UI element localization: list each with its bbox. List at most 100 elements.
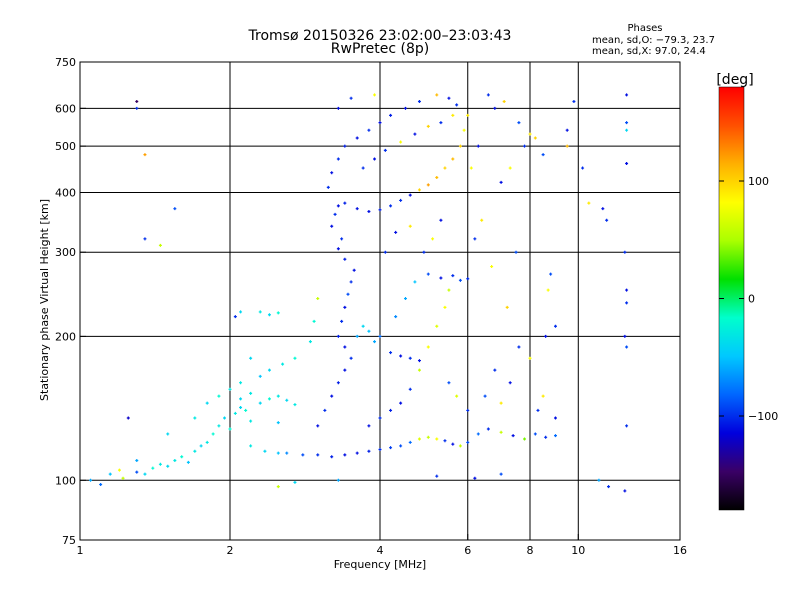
data-point xyxy=(239,405,243,409)
data-point xyxy=(565,128,569,132)
data-point xyxy=(361,166,365,170)
data-point xyxy=(211,432,215,436)
data-point xyxy=(336,247,340,251)
data-point xyxy=(343,257,347,261)
data-point xyxy=(394,315,398,319)
data-point xyxy=(533,432,537,436)
y-tick-label: 75 xyxy=(62,534,76,547)
y-tick-label: 300 xyxy=(55,246,76,259)
data-point xyxy=(451,274,455,278)
data-point xyxy=(403,106,407,110)
data-point xyxy=(233,315,237,319)
data-point xyxy=(233,411,237,415)
data-point xyxy=(533,136,537,140)
data-point xyxy=(276,311,280,315)
data-point xyxy=(316,424,320,428)
data-point xyxy=(249,444,253,448)
data-point xyxy=(343,144,347,148)
data-point xyxy=(217,424,221,428)
data-point xyxy=(417,188,421,192)
data-point xyxy=(447,288,451,292)
x-tick-label: 16 xyxy=(673,544,687,557)
data-point xyxy=(143,153,147,157)
data-point xyxy=(426,183,430,187)
data-point xyxy=(625,128,629,132)
data-point xyxy=(330,394,334,398)
data-point xyxy=(193,449,197,453)
data-point xyxy=(258,401,262,405)
data-point xyxy=(158,243,162,247)
data-point xyxy=(267,397,271,401)
data-point xyxy=(166,432,170,436)
colorbar-tick-label: 100 xyxy=(748,175,769,188)
data-point xyxy=(89,478,93,482)
data-point xyxy=(476,144,480,148)
data-point xyxy=(426,272,430,276)
data-point xyxy=(135,470,139,474)
data-point xyxy=(508,166,512,170)
data-point xyxy=(435,474,439,478)
data-point xyxy=(352,268,356,272)
data-point xyxy=(505,305,509,309)
data-point xyxy=(301,453,305,457)
data-point xyxy=(625,345,629,349)
data-point xyxy=(158,462,162,466)
data-point xyxy=(486,93,490,97)
data-point xyxy=(349,280,353,284)
y-tick-label: 500 xyxy=(55,140,76,153)
data-point xyxy=(408,387,412,391)
data-point xyxy=(443,305,447,309)
data-point xyxy=(601,207,605,211)
colorbar-label: [deg] xyxy=(716,72,753,88)
data-point xyxy=(541,394,545,398)
data-point xyxy=(399,401,403,405)
stats-heading: Phases xyxy=(627,23,662,34)
data-point xyxy=(316,297,320,301)
data-point xyxy=(623,250,627,254)
data-point xyxy=(435,175,439,179)
data-point xyxy=(502,100,506,104)
x-tick-label: 4 xyxy=(377,544,384,557)
data-point xyxy=(285,398,289,402)
data-point xyxy=(458,144,462,148)
data-point xyxy=(514,250,518,254)
y-tick-label: 400 xyxy=(55,186,76,199)
data-point xyxy=(523,144,527,148)
data-point xyxy=(121,476,125,480)
data-point xyxy=(417,368,421,372)
data-point xyxy=(587,201,591,205)
data-point xyxy=(336,381,340,385)
data-point xyxy=(399,444,403,448)
data-point xyxy=(326,185,330,189)
data-point xyxy=(361,324,365,328)
data-point xyxy=(173,458,177,462)
data-point xyxy=(625,301,629,305)
chart-title: Tromsø 20150326 23:02:00–23:03:43 xyxy=(248,28,512,44)
data-point xyxy=(117,468,121,472)
data-point xyxy=(625,424,629,428)
data-point xyxy=(205,440,209,444)
data-point xyxy=(553,416,557,420)
data-point xyxy=(389,446,393,450)
data-point xyxy=(486,427,490,431)
data-point xyxy=(143,237,147,241)
data-point xyxy=(447,381,451,385)
stats-o-line: mean, sd,O: −79.3, 23.7 xyxy=(592,35,715,46)
data-point xyxy=(493,106,497,110)
x-tick-label: 6 xyxy=(464,544,471,557)
data-point xyxy=(346,292,350,296)
data-point xyxy=(343,201,347,205)
data-point xyxy=(199,444,203,448)
data-point xyxy=(193,416,197,420)
data-point xyxy=(244,408,248,412)
data-point xyxy=(330,171,334,175)
data-point xyxy=(565,144,569,148)
data-point xyxy=(205,401,209,405)
data-point xyxy=(367,424,371,428)
data-point xyxy=(276,394,280,398)
data-point xyxy=(408,356,412,360)
data-point xyxy=(228,427,232,431)
data-point xyxy=(135,100,139,104)
data-point xyxy=(546,288,550,292)
